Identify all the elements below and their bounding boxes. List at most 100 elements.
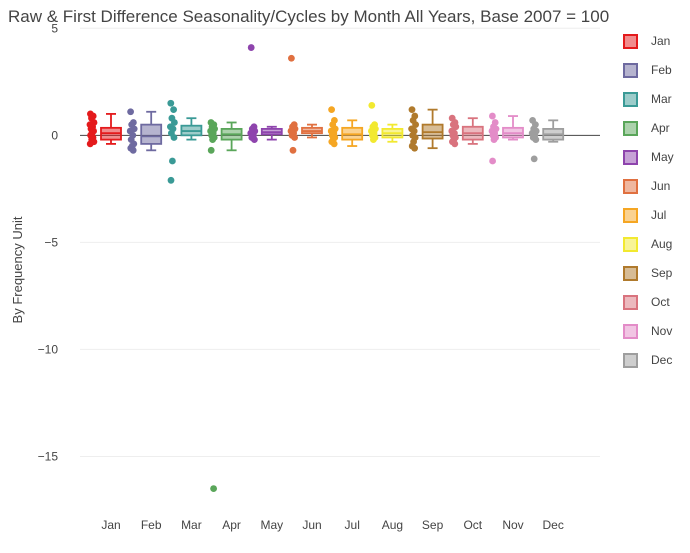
- data-point: [207, 146, 215, 154]
- legend-item-jun[interactable]: Jun: [623, 179, 670, 194]
- x-tick-label: Jan: [101, 518, 120, 532]
- data-point: [169, 157, 176, 165]
- data-point: [489, 112, 496, 120]
- legend-item-sep[interactable]: Sep: [623, 266, 673, 281]
- legend-swatch: [623, 208, 638, 223]
- legend-item-oct[interactable]: Oct: [623, 295, 670, 310]
- box-mar: [167, 99, 203, 184]
- legend-item-dec[interactable]: Dec: [623, 353, 672, 368]
- data-point: [247, 44, 255, 51]
- data-point: [288, 54, 295, 62]
- legend-label: Dec: [651, 353, 672, 367]
- box-feb: [126, 108, 163, 154]
- legend-label: Jan: [651, 34, 670, 48]
- data-point: [328, 106, 335, 114]
- legend-swatch: [623, 63, 638, 78]
- data-point: [167, 99, 175, 107]
- x-tick-label: Oct: [463, 518, 482, 532]
- box-sep: [408, 106, 444, 152]
- x-tick-label: Jul: [345, 518, 360, 532]
- legend-swatch: [623, 34, 638, 49]
- data-point: [167, 176, 175, 184]
- data-point: [210, 485, 218, 492]
- data-point: [209, 136, 217, 144]
- legend-item-mar[interactable]: Mar: [623, 92, 672, 107]
- y-tick-label: −5: [44, 235, 58, 249]
- x-axis-ticks: Jan Feb Mar Apr May Jun Jul Aug Sep Oct Nov Dec: [101, 518, 564, 532]
- box: [140, 123, 163, 145]
- legend-label: May: [651, 150, 674, 164]
- legend-label: Jun: [651, 179, 670, 193]
- x-tick-label: Nov: [502, 518, 523, 532]
- legend-label: Feb: [651, 63, 672, 77]
- x-tick-label: Feb: [141, 518, 162, 532]
- box-apr: [207, 119, 243, 492]
- legend-swatch: [623, 92, 638, 107]
- legend-item-aug[interactable]: Aug: [623, 237, 672, 252]
- box-jun: [287, 54, 323, 154]
- data-point: [408, 106, 416, 114]
- box-may: [247, 44, 283, 144]
- data-point: [451, 140, 459, 148]
- data-point: [411, 144, 418, 152]
- data-point: [368, 101, 376, 109]
- y-tick-label: 5: [51, 21, 58, 35]
- x-tick-label: Jun: [302, 518, 321, 532]
- box-aug: [368, 101, 404, 144]
- grid: [80, 27, 600, 457]
- data-point: [412, 121, 419, 129]
- x-tick-label: May: [260, 518, 283, 532]
- data-point: [370, 136, 377, 144]
- y-axis-title: By Frequency Unit: [10, 216, 25, 323]
- data-point: [530, 155, 538, 163]
- legend-item-apr[interactable]: Apr: [623, 121, 670, 136]
- legend-item-jan[interactable]: Jan: [623, 34, 670, 49]
- y-tick-label: −10: [38, 342, 59, 356]
- legend-item-nov[interactable]: Nov: [623, 324, 672, 339]
- data-point: [532, 136, 540, 144]
- legend-swatch: [623, 150, 638, 165]
- box-jan: [86, 110, 122, 148]
- legend-item-may[interactable]: May: [623, 150, 674, 165]
- data-point: [452, 123, 460, 131]
- box-oct: [448, 114, 484, 148]
- legend-label: Oct: [651, 295, 670, 309]
- data-point: [127, 108, 134, 116]
- legend-label: Jul: [651, 208, 666, 222]
- box-dec: [528, 116, 565, 163]
- data-point: [489, 157, 496, 165]
- data-point: [490, 136, 498, 144]
- legend-swatch: [623, 324, 638, 339]
- legend-swatch: [623, 266, 638, 281]
- data-point: [251, 136, 258, 144]
- chart-title: Raw & First Difference Seasonality/Cycle…: [8, 7, 609, 26]
- legend-item-feb[interactable]: Feb: [623, 63, 672, 78]
- data-point: [129, 146, 137, 154]
- data-point: [291, 134, 298, 141]
- box-jul: [327, 106, 364, 148]
- legend-swatch: [623, 179, 638, 194]
- y-tick-label: 0: [51, 128, 58, 142]
- y-axis-ticks: 5 0 −5 −10 −15: [38, 21, 59, 463]
- x-tick-label: Mar: [181, 518, 202, 532]
- x-tick-label: Dec: [543, 518, 564, 532]
- x-tick-label: Apr: [222, 518, 241, 532]
- x-tick-label: Sep: [422, 518, 444, 532]
- data-point: [289, 146, 297, 154]
- plot-area: [86, 44, 565, 492]
- box-nov: [488, 112, 524, 165]
- legend-label: Nov: [651, 324, 672, 338]
- data-point: [170, 106, 178, 114]
- legend-swatch: [623, 295, 638, 310]
- legend-swatch: [623, 237, 638, 252]
- legend-swatch: [623, 121, 638, 136]
- legend-label: Aug: [651, 237, 672, 251]
- legend-label: Mar: [651, 92, 672, 106]
- legend-swatch: [623, 353, 638, 368]
- data-point: [170, 134, 178, 141]
- legend-item-jul[interactable]: Jul: [623, 208, 666, 223]
- x-tick-label: Aug: [382, 518, 403, 532]
- legend[interactable]: Jan Feb Mar Apr May Jun Jul Aug Sep Oct Nov Dec: [623, 34, 674, 368]
- data-point: [330, 140, 338, 148]
